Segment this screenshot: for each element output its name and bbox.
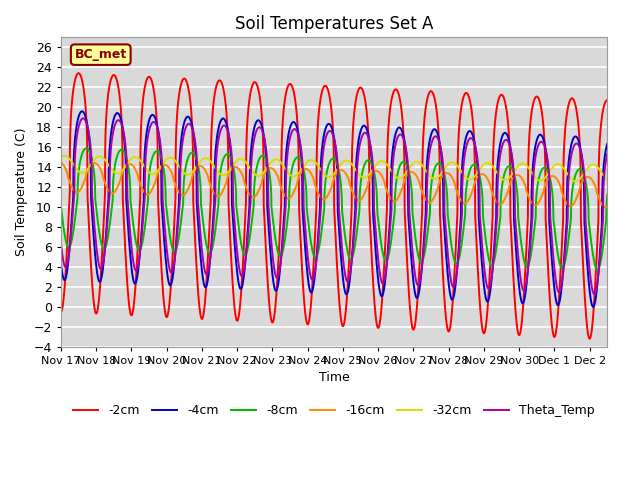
-32cm bbox=[255, 173, 262, 179]
-32cm bbox=[380, 159, 388, 165]
-8cm bbox=[380, 256, 388, 262]
-2cm bbox=[404, 277, 412, 283]
Theta_Temp bbox=[255, 124, 262, 130]
Theta_Temp bbox=[79, 115, 87, 121]
-16cm bbox=[255, 188, 262, 193]
-4cm bbox=[78, 108, 86, 114]
Theta_Temp bbox=[404, 164, 412, 169]
-4cm bbox=[589, 304, 597, 310]
Theta_Temp bbox=[590, 291, 598, 297]
-16cm bbox=[462, 200, 470, 206]
Line: -2cm: -2cm bbox=[61, 73, 607, 339]
Theta_Temp bbox=[492, 239, 499, 244]
X-axis label: Time: Time bbox=[319, 372, 349, 384]
-16cm bbox=[84, 166, 92, 171]
Line: -16cm: -16cm bbox=[61, 163, 607, 207]
-8cm bbox=[255, 157, 262, 163]
-2cm bbox=[57, 309, 65, 315]
-8cm bbox=[593, 267, 601, 273]
Title: Soil Temperatures Set A: Soil Temperatures Set A bbox=[235, 15, 433, 33]
-2cm bbox=[462, 90, 470, 96]
-2cm bbox=[586, 336, 593, 342]
Line: -8cm: -8cm bbox=[61, 148, 607, 270]
-8cm bbox=[492, 253, 499, 259]
Line: -32cm: -32cm bbox=[61, 156, 607, 181]
-8cm bbox=[84, 147, 92, 153]
-8cm bbox=[604, 192, 611, 198]
-32cm bbox=[404, 167, 412, 173]
-4cm bbox=[404, 198, 412, 204]
Theta_Temp bbox=[462, 145, 470, 151]
-2cm bbox=[604, 97, 611, 103]
-2cm bbox=[380, 261, 388, 267]
-8cm bbox=[462, 189, 470, 194]
-32cm bbox=[462, 175, 470, 180]
-16cm bbox=[602, 204, 609, 210]
-16cm bbox=[492, 197, 499, 203]
-32cm bbox=[61, 153, 68, 158]
Theta_Temp bbox=[57, 240, 65, 246]
-4cm bbox=[462, 135, 470, 141]
-32cm bbox=[57, 155, 65, 160]
-8cm bbox=[57, 204, 65, 209]
-4cm bbox=[84, 130, 92, 136]
-4cm bbox=[380, 285, 388, 290]
-32cm bbox=[572, 179, 579, 184]
-2cm bbox=[255, 89, 262, 95]
-4cm bbox=[492, 230, 499, 236]
Line: Theta_Temp: Theta_Temp bbox=[61, 118, 607, 294]
Theta_Temp bbox=[84, 128, 92, 134]
-8cm bbox=[83, 145, 90, 151]
Theta_Temp bbox=[604, 151, 611, 157]
Line: -4cm: -4cm bbox=[61, 111, 607, 307]
-4cm bbox=[57, 261, 65, 266]
-2cm bbox=[492, 118, 499, 123]
-4cm bbox=[604, 141, 611, 147]
-32cm bbox=[84, 165, 92, 171]
-16cm bbox=[380, 179, 388, 184]
-16cm bbox=[404, 171, 412, 177]
-2cm bbox=[75, 70, 83, 76]
-2cm bbox=[84, 214, 92, 219]
-8cm bbox=[404, 166, 412, 172]
-16cm bbox=[604, 204, 611, 210]
Text: BC_met: BC_met bbox=[75, 48, 127, 61]
-32cm bbox=[604, 177, 611, 183]
Theta_Temp bbox=[380, 278, 388, 284]
Legend: -2cm, -4cm, -8cm, -16cm, -32cm, Theta_Temp: -2cm, -4cm, -8cm, -16cm, -32cm, Theta_Te… bbox=[68, 399, 600, 422]
-32cm bbox=[492, 167, 499, 173]
Y-axis label: Soil Temperature (C): Soil Temperature (C) bbox=[15, 128, 28, 256]
-4cm bbox=[255, 118, 262, 123]
-16cm bbox=[57, 160, 65, 166]
